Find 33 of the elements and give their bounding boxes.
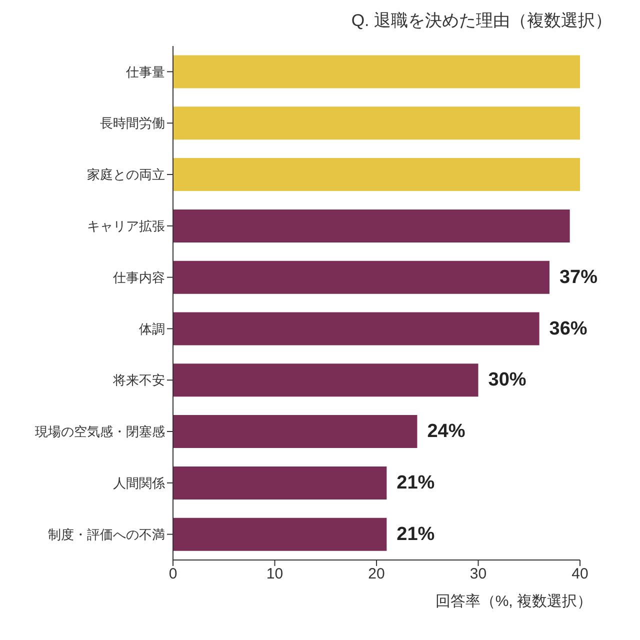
x-tick-label: 20 [368, 566, 385, 583]
x-tick-label: 10 [266, 566, 284, 583]
bar [173, 466, 387, 500]
x-tick-label: 0 [168, 566, 178, 583]
y-tick-label: 長時間労働 [100, 116, 165, 131]
y-tick-label: 家庭との両立 [87, 167, 165, 182]
y-tick-label: 将来不安 [112, 372, 165, 388]
bar [173, 260, 550, 294]
x-axis-title: 回答率（%, 複数選択） [434, 592, 593, 611]
bar [173, 55, 580, 88]
bar [173, 209, 570, 242]
data-label: 24% [427, 421, 466, 442]
data-label: 21% [396, 472, 435, 494]
y-tick-label: 制度・評価への不満 [48, 526, 165, 542]
bar [173, 106, 580, 140]
y-tick-label: 体調 [139, 321, 165, 336]
data-label: 37% [559, 266, 598, 288]
bar [173, 518, 387, 551]
data-label: 21% [396, 524, 435, 545]
y-tick-label: キャリア拡張 [87, 218, 165, 234]
bar [173, 312, 540, 346]
x-tick-label: 30 [470, 566, 487, 583]
data-label: 36% [549, 318, 588, 340]
y-tick-label: 人間関係 [113, 476, 165, 491]
y-tick-label: 仕事量 [125, 64, 165, 80]
x-tick-label: 40 [572, 566, 588, 583]
data-label: 30% [488, 370, 526, 391]
bar [173, 415, 418, 448]
y-tick-label: 仕事内容 [112, 270, 165, 285]
y-tick-label: 現場の空気感・閉塞感 [35, 424, 165, 440]
bar [173, 364, 478, 397]
bar [173, 158, 580, 192]
chart-title: Q. 退職を決めた理由（複数選択） [350, 10, 613, 32]
